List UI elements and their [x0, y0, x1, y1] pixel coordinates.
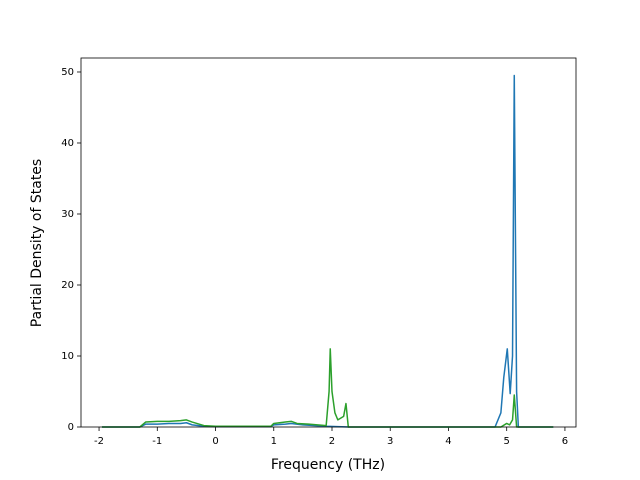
- y-tick-label: 10: [61, 351, 74, 362]
- x-axis-title: Frequency (THz): [271, 457, 385, 473]
- y-tick-label: 0: [68, 422, 74, 433]
- x-tick-label: 4: [445, 436, 451, 447]
- x-tick-label: -1: [152, 436, 162, 447]
- y-tick-label: 50: [61, 67, 74, 78]
- line-series: [101, 348, 554, 428]
- x-tick-label: 0: [212, 436, 218, 447]
- x-tick-label: 5: [504, 436, 510, 447]
- x-tick-label: 1: [271, 436, 277, 447]
- x-tick-label: 6: [562, 436, 568, 447]
- y-axis-title: Partial Density of States: [29, 159, 45, 327]
- x-tick-label: -2: [94, 436, 104, 447]
- y-tick-label: 20: [61, 280, 74, 291]
- x-tick-label: 2: [329, 436, 335, 447]
- y-tick-label: 30: [61, 209, 74, 220]
- x-tick-label: 3: [387, 436, 393, 447]
- y-tick-label: 40: [61, 138, 74, 149]
- plot-frame: [80, 57, 577, 428]
- line-series: [101, 74, 554, 428]
